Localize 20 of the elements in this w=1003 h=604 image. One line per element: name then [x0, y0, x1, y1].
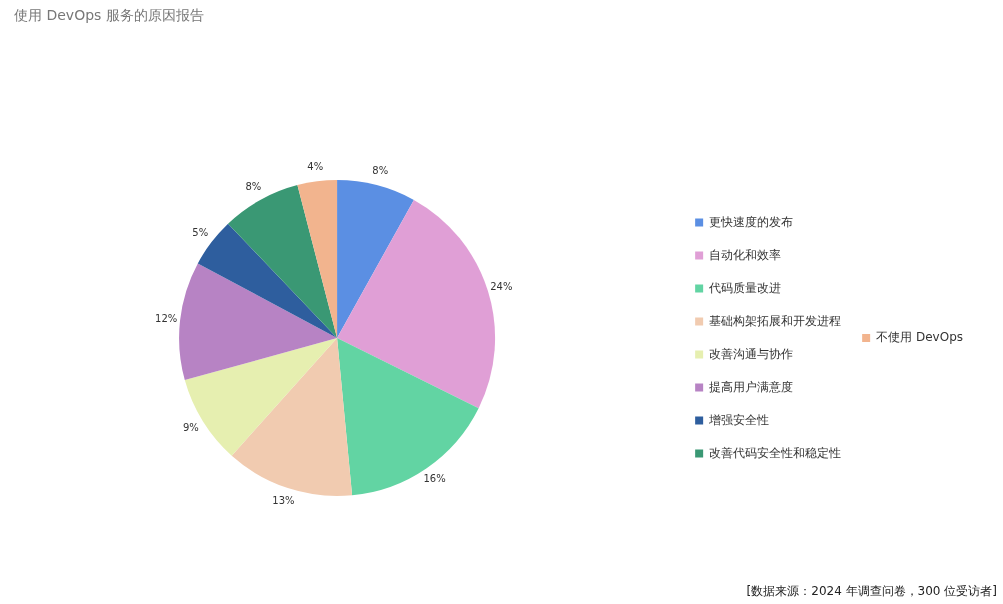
legend-label: 基础构架拓展和开发进程 — [709, 313, 842, 328]
data-label: 9% — [182, 422, 199, 434]
data-label: 13% — [272, 495, 295, 507]
data-label: 12% — [155, 312, 178, 324]
legend-label: 提高用户满意度 — [709, 379, 794, 394]
data-label: 24% — [490, 280, 513, 292]
chart-title: 使用 DevOps 服务的原因报告 — [14, 7, 204, 25]
text: [数据来源：2024 年调查问卷，300 位受访者] — [746, 583, 997, 600]
legend-label: 更快速度的发布 — [709, 214, 794, 229]
data-label: 8% — [372, 165, 389, 177]
legend-label: 改善沟通与协作 — [709, 346, 794, 361]
legend-label: 自动化和效率 — [709, 247, 782, 262]
legend-label: 改善代码安全性和稳定性 — [709, 445, 842, 460]
data-label: 4% — [307, 160, 324, 172]
legend-label: 不使用 DevOps — [876, 330, 964, 345]
data-label: 5% — [192, 227, 209, 239]
legend-label: 增强安全性 — [708, 412, 770, 427]
data-label: 16% — [423, 473, 446, 485]
legend-label: 代码质量改进 — [708, 280, 782, 295]
data-label: 8% — [245, 181, 262, 193]
